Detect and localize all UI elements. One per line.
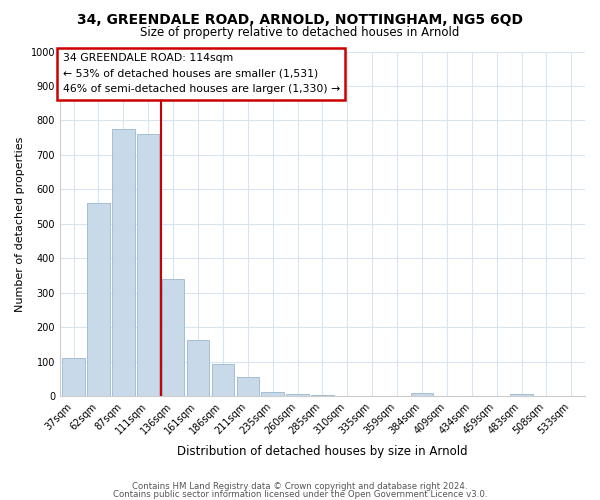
Bar [137, 134, 160, 396]
Bar [87, 204, 110, 396]
Text: Contains public sector information licensed under the Open Government Licence v3: Contains public sector information licen… [113, 490, 487, 499]
Bar [112, 129, 134, 396]
Bar [411, 393, 433, 396]
Text: 34, GREENDALE ROAD, ARNOLD, NOTTINGHAM, NG5 6QD: 34, GREENDALE ROAD, ARNOLD, NOTTINGHAM, … [77, 12, 523, 26]
Bar [311, 394, 334, 396]
Bar [212, 364, 234, 396]
Y-axis label: Number of detached properties: Number of detached properties [15, 136, 25, 312]
Bar [262, 392, 284, 396]
Text: Contains HM Land Registry data © Crown copyright and database right 2024.: Contains HM Land Registry data © Crown c… [132, 482, 468, 491]
Bar [511, 394, 533, 396]
X-axis label: Distribution of detached houses by size in Arnold: Distribution of detached houses by size … [177, 444, 468, 458]
Bar [62, 358, 85, 397]
Bar [236, 378, 259, 396]
Bar [162, 279, 184, 396]
Text: 34 GREENDALE ROAD: 114sqm
← 53% of detached houses are smaller (1,531)
46% of se: 34 GREENDALE ROAD: 114sqm ← 53% of detac… [62, 53, 340, 94]
Bar [286, 394, 309, 396]
Text: Size of property relative to detached houses in Arnold: Size of property relative to detached ho… [140, 26, 460, 39]
Bar [187, 340, 209, 396]
